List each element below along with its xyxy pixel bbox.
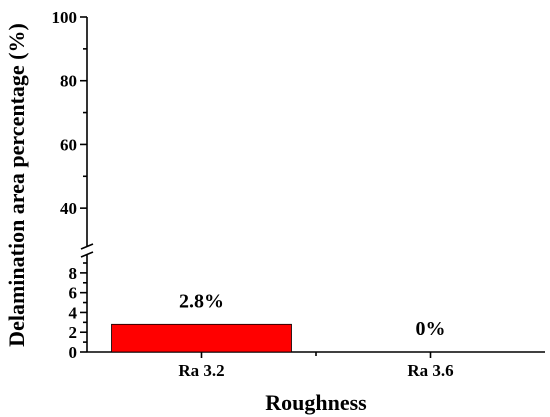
bar — [111, 323, 292, 353]
y-tick-label: 60 — [60, 135, 77, 154]
bars — [111, 323, 292, 353]
y-axis-title: Delamination area percentage (%) — [4, 23, 29, 347]
axis-break-mark — [80, 243, 94, 250]
axis-break-mark — [80, 251, 94, 258]
y-tick-label: 2 — [69, 323, 78, 342]
y-tick-label: 100 — [52, 8, 78, 27]
x-tick-label: Ra 3.2 — [178, 361, 224, 380]
x-axis-title: Roughness — [265, 390, 367, 415]
data-label: 0% — [416, 318, 446, 340]
data-label: 2.8% — [179, 290, 224, 312]
y-tick-label: 8 — [69, 264, 78, 283]
y-tick-label: 6 — [69, 284, 78, 303]
y-tick-label: 4 — [69, 303, 78, 322]
labels: 2.8% 0% — [179, 290, 446, 340]
x-tick-label: Ra 3.6 — [407, 361, 453, 380]
y-tick-label: 40 — [60, 199, 77, 218]
y-tick-label: 0 — [69, 343, 78, 362]
y-tick-label: 80 — [60, 72, 77, 91]
